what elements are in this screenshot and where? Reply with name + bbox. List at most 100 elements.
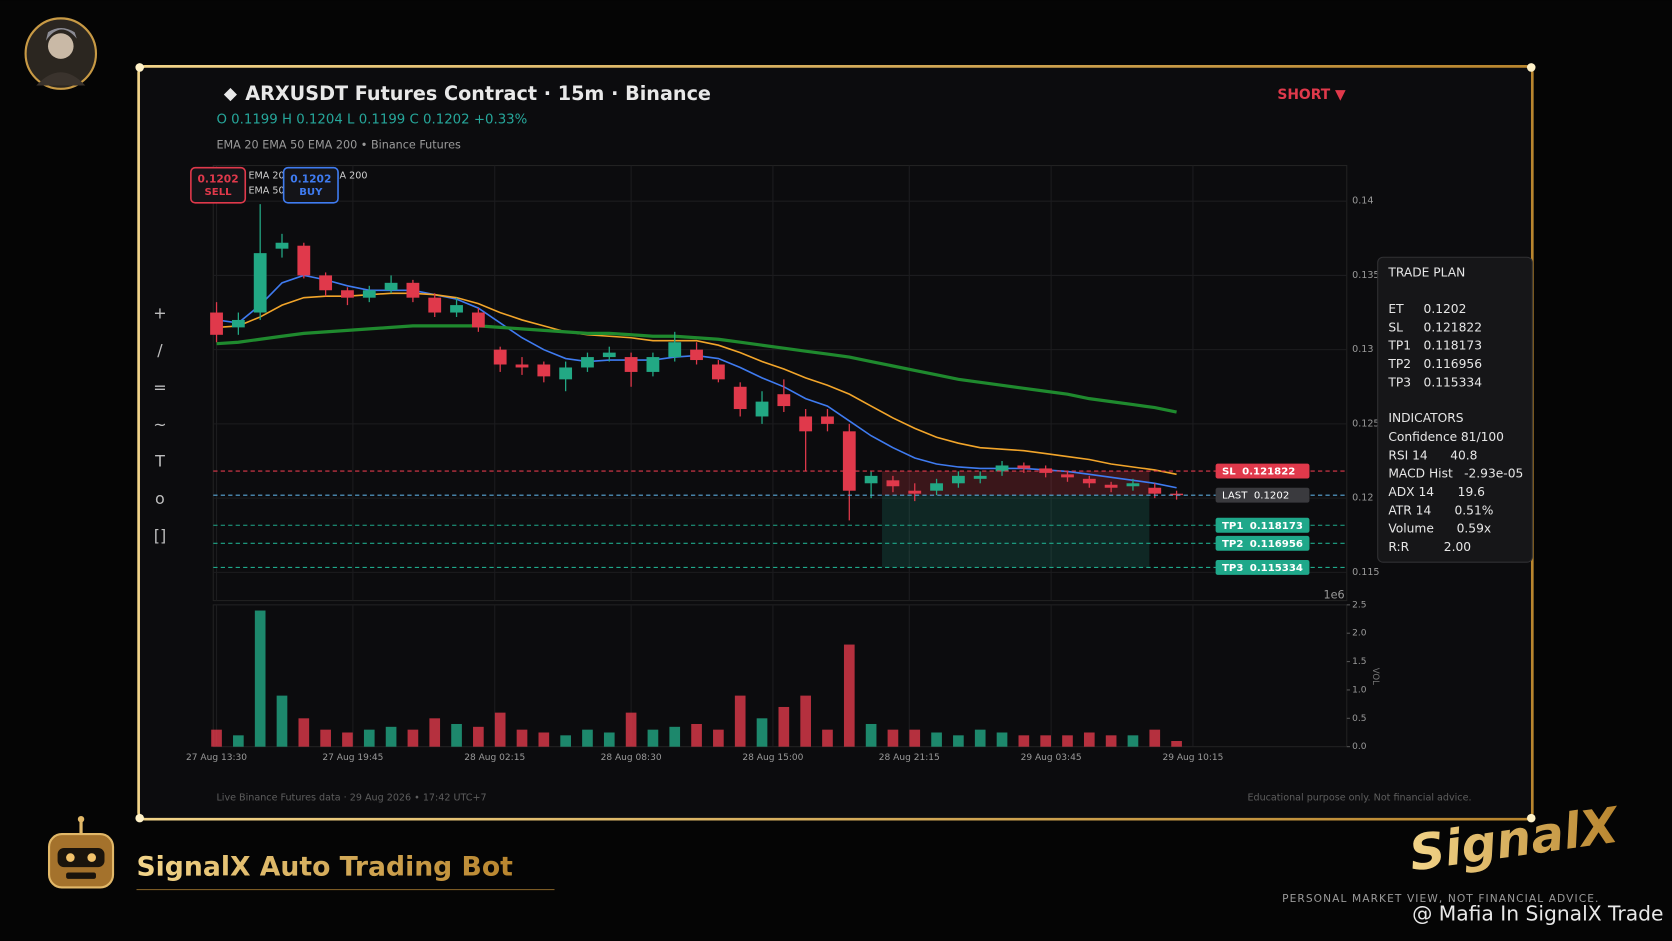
ema-line xyxy=(216,324,1177,414)
volume-bar xyxy=(647,729,659,747)
candle-body xyxy=(253,253,267,313)
volume-bar xyxy=(713,729,724,747)
x-tick-label: 28 Aug 15:00 xyxy=(742,753,803,763)
tool[interactable]: o xyxy=(155,489,165,508)
level-value: 0.1202 xyxy=(1254,491,1289,502)
plan-value: 0.115334 xyxy=(1424,375,1483,389)
volume-bar xyxy=(931,732,942,747)
candle-body xyxy=(930,483,943,491)
plan-key: Confidence xyxy=(1388,430,1457,444)
frame-sparkles xyxy=(135,63,1536,823)
level-label: TP3 0.115334 xyxy=(1222,563,1303,574)
volume-bar xyxy=(320,729,331,747)
diamond: ◆ xyxy=(224,84,238,104)
volume-bar xyxy=(778,706,790,747)
ema-line xyxy=(216,292,1177,476)
volume-bar xyxy=(1018,735,1030,747)
vol-tick-label: 0.5 xyxy=(1352,714,1366,724)
candle-body xyxy=(864,475,878,484)
vol-tick-label: 2.5 xyxy=(1352,600,1366,610)
candle-body xyxy=(602,352,616,358)
level-name: TP1 xyxy=(1222,521,1243,532)
level-name: TP2 xyxy=(1222,539,1243,550)
candle-body xyxy=(995,465,1009,472)
x-tick-label: 29 Aug 10:15 xyxy=(1162,753,1223,763)
x-tick-label: 28 Aug 21:15 xyxy=(879,753,940,763)
level-name: LAST xyxy=(1222,491,1248,502)
tool[interactable]: [] xyxy=(154,526,166,545)
candle-body xyxy=(1148,487,1162,494)
volume-bar xyxy=(1062,735,1073,747)
x-tick-label: 27 Aug 19:45 xyxy=(322,753,383,763)
y-tick-label: 0.14 xyxy=(1352,196,1373,207)
plan-key: ATR 14 xyxy=(1388,503,1431,517)
tool[interactable]: + xyxy=(153,303,166,322)
panel xyxy=(1377,256,1533,563)
plan-value: 0.116956 xyxy=(1424,357,1483,371)
sep: · xyxy=(611,82,618,105)
vol-axis-label: VOL xyxy=(1370,668,1380,685)
trade-plan: TRADE PLAN ET 0.1202 SL 0.121822 TP1 0.118173… xyxy=(1377,256,1533,563)
signal-box xyxy=(190,166,247,204)
candle-body xyxy=(711,364,725,380)
x-tick-label: 28 Aug 08:30 xyxy=(601,753,662,763)
volume-bar xyxy=(407,729,419,747)
footer-right: Educational purpose only. Not financial … xyxy=(1247,792,1471,803)
volume-bar xyxy=(298,718,310,747)
level-name: TP3 xyxy=(1222,563,1243,574)
volume-bar xyxy=(887,729,899,747)
plan-key: RSI 14 xyxy=(1388,448,1428,462)
level-value: 0.121822 xyxy=(1242,467,1295,478)
candle-body xyxy=(428,297,442,313)
level-tag xyxy=(1215,559,1310,575)
level-tag xyxy=(1215,535,1310,551)
volume-bar xyxy=(625,712,637,747)
candle-body xyxy=(624,357,638,372)
candle-body xyxy=(362,290,376,298)
vol-tick-label: 1.0 xyxy=(1352,685,1367,695)
sep: · xyxy=(544,82,551,105)
exchange: Binance xyxy=(625,82,711,105)
volume-bar xyxy=(233,735,244,747)
candle-body xyxy=(471,312,485,328)
tool[interactable]: ~ xyxy=(153,415,166,434)
tagline: PERSONAL MARKET VIEW, NOT FINANCIAL ADVI… xyxy=(1282,892,1599,905)
tool[interactable]: T xyxy=(154,451,165,470)
watermark: @ Mafia In SignalX Trade xyxy=(1412,902,1663,926)
plan-value: 81/100 xyxy=(1461,430,1504,444)
volume-bar xyxy=(1171,741,1182,747)
candle-body xyxy=(319,275,333,291)
candle-body xyxy=(886,480,900,487)
y-tick-label: 0.13 xyxy=(1352,344,1373,355)
volume-bar xyxy=(800,695,811,747)
bot-icon xyxy=(47,815,115,889)
candle-body xyxy=(755,401,769,417)
side[interactable]: SHORT ▼ xyxy=(1277,87,1346,103)
toolbar: + / = ~ T o [] xyxy=(153,303,166,545)
y-tick-label: 0.135 xyxy=(1352,270,1379,281)
level-name: SL xyxy=(1222,467,1236,478)
level-label: TP2 0.116956 xyxy=(1222,539,1303,550)
candle-body xyxy=(341,290,354,298)
candle-body xyxy=(973,475,987,479)
signal-side: SELL xyxy=(205,187,233,198)
signal-box xyxy=(282,166,339,204)
tool[interactable]: / xyxy=(157,341,163,360)
volume-bar xyxy=(691,723,702,747)
candle-body xyxy=(537,364,551,377)
candle-body xyxy=(493,349,507,365)
panel-title: TRADE PLAN xyxy=(1387,266,1465,280)
candle-body xyxy=(1170,493,1183,496)
volume-bar xyxy=(516,729,528,747)
volume-bar xyxy=(865,723,877,747)
plot: 0.115 0.12 0.125 0.13 0.135 0.14 27 Aug 13:30 2… xyxy=(186,164,1380,763)
candle-body xyxy=(559,367,573,380)
plan-value: 0.59x xyxy=(1457,522,1492,536)
candle-body xyxy=(450,305,463,313)
tool[interactable]: = xyxy=(153,378,166,397)
volume-bar xyxy=(1127,735,1139,747)
y-tick-label: 0.12 xyxy=(1352,493,1373,504)
signal-side: BUY xyxy=(299,187,323,198)
candle-body xyxy=(821,416,834,424)
